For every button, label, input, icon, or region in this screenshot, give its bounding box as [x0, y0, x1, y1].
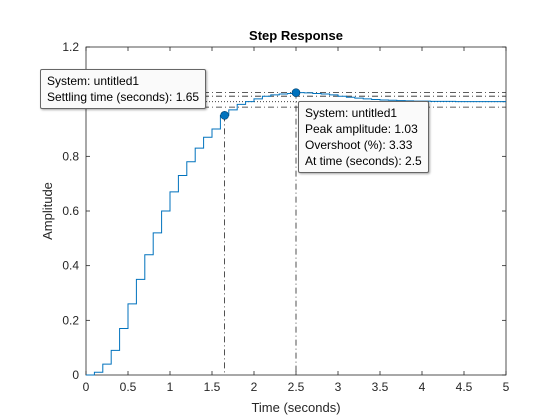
x-tick-label: 5 — [503, 380, 510, 394]
x-tick-label: 0.5 — [120, 380, 137, 394]
x-tick-label: 1.5 — [204, 380, 221, 394]
x-tick-label: 3.5 — [372, 380, 389, 394]
peak-tip-time: At time (seconds): 2.5 — [305, 154, 422, 168]
settling-tip-system: System: untitled1 — [47, 74, 140, 88]
chart-title: Step Response — [249, 28, 343, 43]
x-tick-label: 4.5 — [456, 380, 473, 394]
settling-tip-time: Settling time (seconds): 1.65 — [47, 90, 200, 104]
peak-tip-system: System: untitled1 — [305, 106, 398, 120]
x-tick-label: 4 — [419, 380, 426, 394]
y-tick-label: 0.2 — [62, 313, 79, 327]
step-response-line — [86, 92, 506, 376]
x-tick-label: 3 — [335, 380, 342, 394]
x-axis-label: Time (seconds) — [251, 400, 340, 415]
y-tick-label: 0 — [72, 368, 79, 382]
settling-time-datatip[interactable]: System: untitled1 Settling time (seconds… — [40, 69, 207, 109]
peak-tip-amplitude: Peak amplitude: 1.03 — [305, 122, 418, 136]
settling-time-marker — [220, 111, 229, 120]
peak-marker — [291, 88, 301, 97]
peak-datatip[interactable]: System: untitled1 Peak amplitude: 1.03 O… — [298, 101, 429, 173]
y-tick-label: 1.2 — [62, 40, 79, 54]
x-tick-label: 1 — [167, 380, 174, 394]
peak-tip-overshoot: Overshoot (%): 3.33 — [305, 138, 413, 152]
x-tick-label: 2 — [251, 380, 258, 394]
x-tick-label: 2.5 — [288, 380, 305, 394]
y-axis-label: Amplitude — [40, 182, 55, 240]
y-tick-label: 0.6 — [62, 204, 79, 218]
y-tick-label: 0.8 — [62, 149, 79, 163]
x-tick-label: 0 — [83, 380, 90, 394]
y-tick-label: 0.4 — [62, 259, 79, 273]
